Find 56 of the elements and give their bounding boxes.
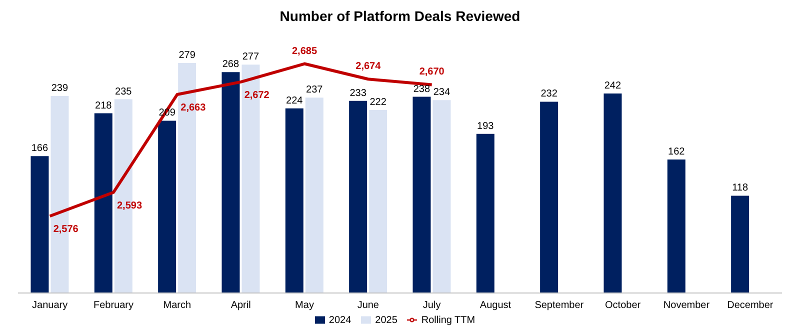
data-label: 237 xyxy=(306,84,324,96)
x-tick-label: February xyxy=(93,300,134,312)
bar xyxy=(731,196,750,293)
legend-label: 2025 xyxy=(375,315,398,326)
bar xyxy=(412,96,431,293)
data-label: 233 xyxy=(350,88,367,99)
data-label: 277 xyxy=(242,52,260,63)
data-label: 2,672 xyxy=(244,90,270,101)
data-label: 193 xyxy=(477,120,494,132)
data-label: 268 xyxy=(222,59,240,70)
x-tick-label: August xyxy=(480,300,512,312)
data-label: 118 xyxy=(732,182,748,194)
data-label: 2,674 xyxy=(356,61,382,72)
data-label: 2,670 xyxy=(419,66,445,78)
data-label: 2,685 xyxy=(292,46,318,57)
legend-label: Rolling TTM xyxy=(421,315,476,326)
bar xyxy=(540,102,558,293)
bar xyxy=(285,108,304,293)
x-tick-label: July xyxy=(422,300,441,312)
data-label: 242 xyxy=(604,80,622,92)
data-label: 239 xyxy=(51,82,69,94)
data-label: 224 xyxy=(286,95,304,106)
data-label: 166 xyxy=(31,143,49,154)
legend-label: 2024 xyxy=(328,315,352,326)
data-label: 2,663 xyxy=(180,102,206,114)
bar xyxy=(222,72,240,293)
bar xyxy=(604,94,622,293)
bar xyxy=(476,134,494,293)
data-label: 238 xyxy=(413,84,431,95)
bar xyxy=(349,100,368,293)
bar xyxy=(94,113,112,293)
bar xyxy=(305,98,324,293)
x-tick-label: April xyxy=(230,300,251,312)
bar xyxy=(432,100,451,293)
bar xyxy=(30,156,49,293)
x-tick-label: December xyxy=(727,300,774,312)
x-tick-label: September xyxy=(534,300,584,312)
x-tick-label: June xyxy=(357,300,380,312)
data-label: 232 xyxy=(540,88,558,100)
bar xyxy=(667,159,686,293)
data-label: 222 xyxy=(370,96,387,108)
x-tick-label: October xyxy=(605,300,642,312)
bar xyxy=(158,120,176,293)
bar xyxy=(369,110,388,293)
x-tick-label: January xyxy=(32,300,68,312)
chart-title: Number of Platform Deals Reviewed xyxy=(278,8,522,26)
data-label: 2,576 xyxy=(53,224,79,236)
data-label: 218 xyxy=(95,100,112,112)
data-label: 235 xyxy=(115,86,132,98)
data-label: 162 xyxy=(668,146,686,158)
x-tick-label: November xyxy=(663,300,710,312)
data-label: 279 xyxy=(178,50,196,61)
x-tick-label: May xyxy=(295,300,314,312)
x-tick-label: March xyxy=(163,300,192,312)
data-label: 234 xyxy=(433,87,451,98)
data-label: 2,593 xyxy=(116,200,142,212)
